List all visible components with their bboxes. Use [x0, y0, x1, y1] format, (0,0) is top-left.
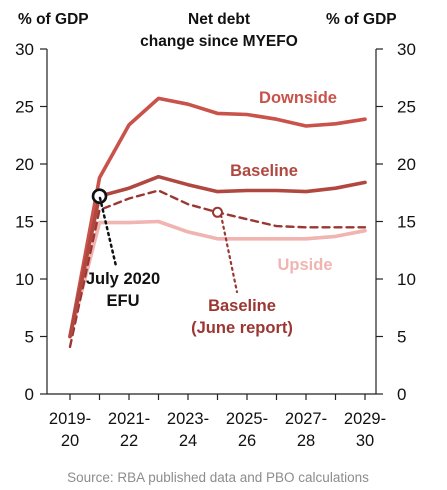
- chart-title-line1: Net debt: [188, 11, 250, 28]
- y-tick-label-left: 5: [25, 328, 34, 347]
- y-axis-right-label: % of GDP: [326, 11, 397, 28]
- axes: 0 5 10 15 20 25 30 0 5 10 15 20 25 30 2019- 20 2021- 22…: [15, 40, 416, 450]
- y-axis-left-label: % of GDP: [18, 11, 89, 28]
- label-efu-line2: EFU: [107, 292, 140, 310]
- annotations: Downside Baseline Upside July 2020 EFU B…: [86, 89, 337, 337]
- x-tick-label-bottom: 30: [356, 432, 374, 450]
- y-tick-label-left: 25: [15, 98, 34, 117]
- x-tick-label-bottom: 28: [297, 432, 315, 450]
- x-tick-label-top: 2029-: [344, 410, 386, 428]
- chart-title-line2: change since MYEFO: [140, 33, 298, 50]
- y-tick-label-left: 10: [15, 270, 34, 289]
- y-tick-label-right: 25: [397, 98, 416, 117]
- label-baseline: Baseline: [230, 162, 298, 180]
- x-tick-label-bottom: 20: [61, 432, 79, 450]
- y-tick-label-right: 0: [397, 385, 406, 404]
- y-tick-label-right: 20: [397, 155, 416, 174]
- label-june-line2: (June report): [191, 319, 293, 337]
- y-tick-label-right: 30: [397, 40, 416, 59]
- marker-baseline-june-report: [212, 206, 223, 218]
- y-tick-label-left: 20: [15, 155, 34, 174]
- x-tick-label-top: 2023-: [167, 410, 209, 428]
- marker-layer: [91, 188, 223, 218]
- label-efu-line1: July 2020: [86, 270, 160, 288]
- series-line-upside: [68, 219, 367, 339]
- y-tick-label-left: 30: [15, 40, 34, 59]
- y-tick-label-right: 5: [397, 328, 406, 347]
- series-line-downside: [68, 96, 367, 339]
- marker-july-2020-efu: [91, 188, 108, 204]
- x-tick-label-top: 2027-: [285, 410, 327, 428]
- y-ticks-right: 0 5 10 15 20 25 30: [376, 40, 416, 404]
- x-tick-label-bottom: 26: [238, 432, 256, 450]
- june-leader-line: [219, 213, 239, 294]
- x-tick-label-top: 2021-: [108, 410, 150, 428]
- label-downside: Downside: [259, 89, 337, 107]
- x-tick-label-top: 2025-: [226, 410, 268, 428]
- source-note: Source: RBA published data and PBO calcu…: [67, 470, 369, 485]
- y-tick-label-right: 15: [397, 213, 416, 232]
- label-upside: Upside: [277, 256, 332, 274]
- x-ticks: 2019- 20 2021- 22 2023- 24 2025- 26 2027- 28 2029-…: [49, 394, 386, 450]
- x-tick-label-top: 2019-: [49, 410, 91, 428]
- x-tick-label-bottom: 22: [120, 432, 138, 450]
- y-tick-label-right: 10: [397, 270, 416, 289]
- x-tick-label-bottom: 24: [179, 432, 197, 450]
- efu-leader-line: [98, 196, 118, 268]
- y-ticks-left: 0 5 10 15 20 25 30: [15, 40, 47, 404]
- series-line-baseline: [68, 174, 367, 339]
- y-tick-label-left: 0: [25, 385, 34, 404]
- y-tick-label-left: 15: [15, 213, 34, 232]
- chart-titles: % of GDP % of GDP Net debt change since …: [18, 11, 397, 50]
- label-june-line1: Baseline: [208, 297, 276, 315]
